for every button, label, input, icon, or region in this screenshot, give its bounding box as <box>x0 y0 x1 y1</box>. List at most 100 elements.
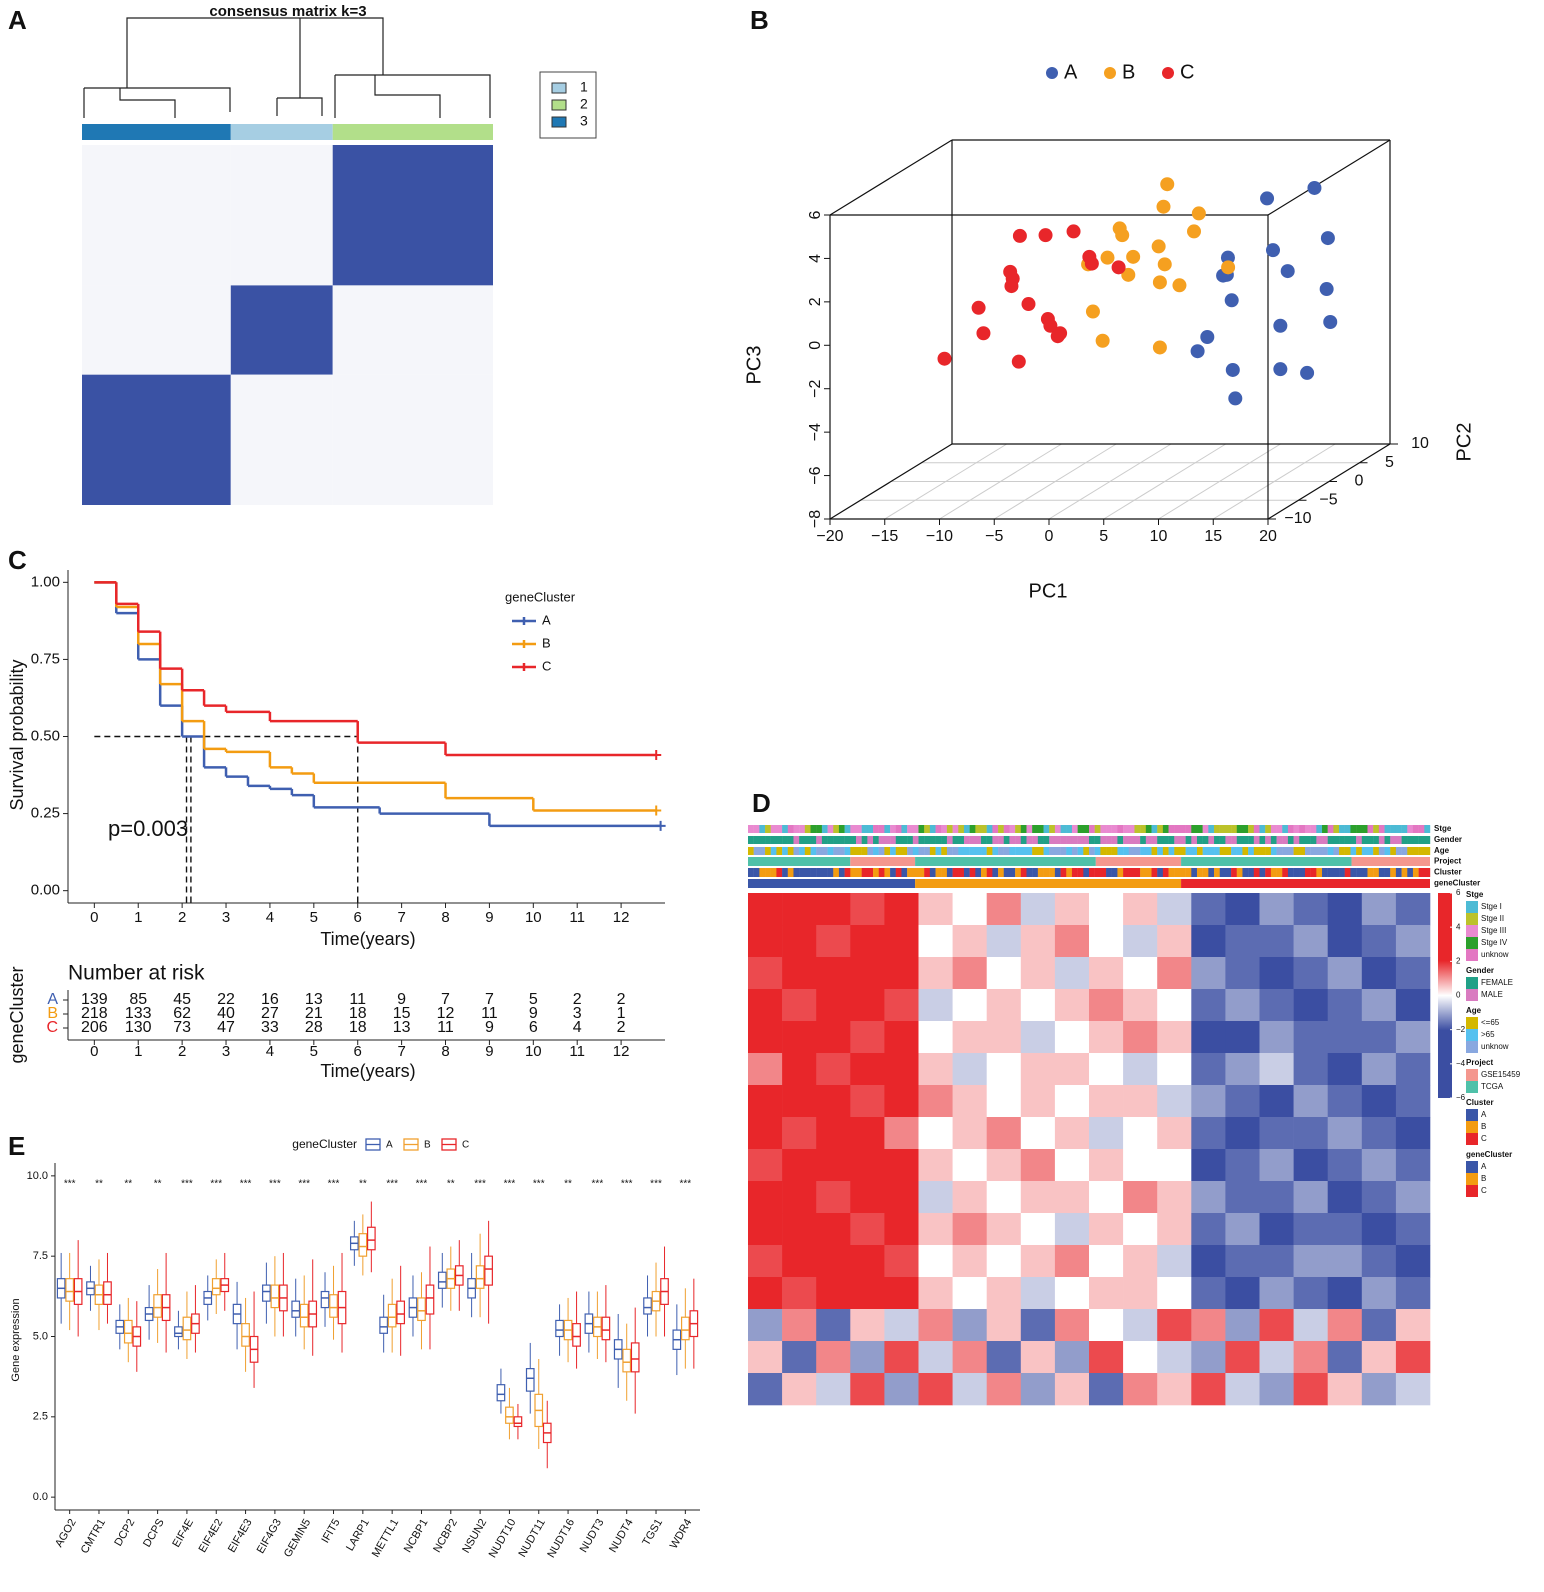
heat-cell <box>782 1117 817 1150</box>
annotation-track <box>833 868 840 877</box>
annotation-track <box>975 836 982 844</box>
annotation-track <box>1270 825 1277 833</box>
heat-cell <box>952 1053 987 1086</box>
heat-cell <box>748 1149 783 1182</box>
x-tick-label: EIF4E <box>170 1517 196 1549</box>
annotation-track <box>1293 847 1300 855</box>
heat-cell <box>816 1021 851 1054</box>
risk-count: 130 <box>125 1019 152 1036</box>
risk-count: 7 <box>485 991 494 1008</box>
heat-cell <box>1020 1341 1056 1374</box>
heat-cell <box>884 1309 919 1342</box>
heat-cell <box>1361 1309 1397 1342</box>
point <box>1273 318 1288 333</box>
risk-count: 11 <box>349 991 366 1008</box>
risk-x-tick-label: 3 <box>222 1043 230 1060</box>
annotation-track <box>1242 836 1249 844</box>
heat-cell <box>1089 1053 1124 1086</box>
heat-cell <box>1327 1085 1363 1118</box>
heat-cell <box>1020 1117 1056 1150</box>
point <box>1152 340 1167 355</box>
annotation-track <box>1361 868 1368 877</box>
heat-cell <box>1327 1213 1363 1246</box>
point <box>1038 228 1053 243</box>
annotation-track <box>1157 868 1164 877</box>
significance: ** <box>447 1179 455 1190</box>
risk-x-tick-label: 4 <box>266 1043 274 1060</box>
annotation-track <box>1287 868 1294 877</box>
risk-count: 13 <box>305 991 323 1008</box>
heat-cell <box>1293 989 1328 1022</box>
heat-cell <box>1020 1309 1056 1342</box>
x-tick-label: −15 <box>871 528 898 545</box>
annotation-track <box>1015 836 1021 844</box>
risk-count: 6 <box>529 1019 538 1036</box>
heat-cell <box>1395 989 1431 1022</box>
annotation-track <box>918 836 925 844</box>
annotation-track <box>1054 868 1061 877</box>
box <box>496 1384 506 1402</box>
point <box>1126 249 1141 264</box>
heat-cell <box>1089 1085 1124 1118</box>
heat-cell <box>850 1277 885 1310</box>
risk-x-tick-label: 0 <box>90 1043 98 1060</box>
annotation-track <box>1117 847 1124 855</box>
annotation-track <box>1356 825 1362 833</box>
legend-title: geneCluster <box>292 1137 357 1151</box>
annotation-track <box>1106 868 1112 877</box>
annotation-track <box>1128 836 1135 844</box>
annotation-track <box>850 857 916 866</box>
annotation-track <box>1009 847 1016 855</box>
annotation-track <box>1077 847 1084 855</box>
annotation-track <box>850 847 857 855</box>
heat-cell <box>986 1149 1022 1182</box>
colorbar <box>1438 893 1452 1098</box>
heat-cell <box>1191 1149 1226 1182</box>
legend-swatch <box>1466 1029 1478 1041</box>
heat-cell <box>1225 1245 1260 1278</box>
x-tick-label: NUDT3 <box>578 1517 607 1555</box>
heat-cell <box>748 1053 783 1086</box>
x-tick-label: −10 <box>926 528 953 545</box>
heat-cell <box>1191 1181 1226 1214</box>
annotation-track <box>1299 825 1306 833</box>
annotation-track <box>833 825 840 833</box>
heat-cell <box>1327 1373 1363 1406</box>
annotation-track <box>1123 825 1129 833</box>
heat-cell <box>748 1309 783 1342</box>
heat-cell <box>884 1117 919 1150</box>
dendrogram <box>83 17 491 118</box>
annotation-track <box>1424 825 1431 833</box>
heat-cell <box>1225 989 1260 1022</box>
annotation-track <box>1253 868 1260 877</box>
risk-count: 28 <box>305 1019 323 1036</box>
track-label: Age <box>1434 846 1450 855</box>
annotation-track <box>1367 847 1374 855</box>
heat-cell <box>1327 1277 1363 1310</box>
heat-cell <box>1191 1309 1226 1342</box>
panel-label: B <box>750 5 769 35</box>
y-tick-label: 6 <box>807 210 824 219</box>
box <box>622 1348 632 1373</box>
heat-cell <box>1123 1053 1158 1086</box>
heat-cell <box>1020 1213 1056 1246</box>
x-tick-label: DCPS <box>141 1517 167 1549</box>
heat-cell <box>1259 1341 1294 1374</box>
annotation-track <box>1077 836 1084 844</box>
heat-cell <box>850 1309 885 1342</box>
heat-cell <box>952 1373 987 1406</box>
annotation-track <box>770 825 777 833</box>
point <box>1084 256 1099 271</box>
x-tick-label: LARP1 <box>344 1517 372 1553</box>
heat-cell <box>884 1213 919 1246</box>
heat-cell <box>918 1245 953 1278</box>
annotation-track <box>1259 847 1266 855</box>
annotation-track <box>1327 868 1334 877</box>
annotation-track <box>1293 868 1300 877</box>
heat-cell <box>816 1373 851 1406</box>
risk-x-tick-label: 10 <box>525 1043 542 1060</box>
heat-cell <box>748 1213 783 1246</box>
annotation-track <box>1242 868 1249 877</box>
risk-count: 1 <box>617 1005 626 1022</box>
annotation-track <box>1219 825 1226 833</box>
